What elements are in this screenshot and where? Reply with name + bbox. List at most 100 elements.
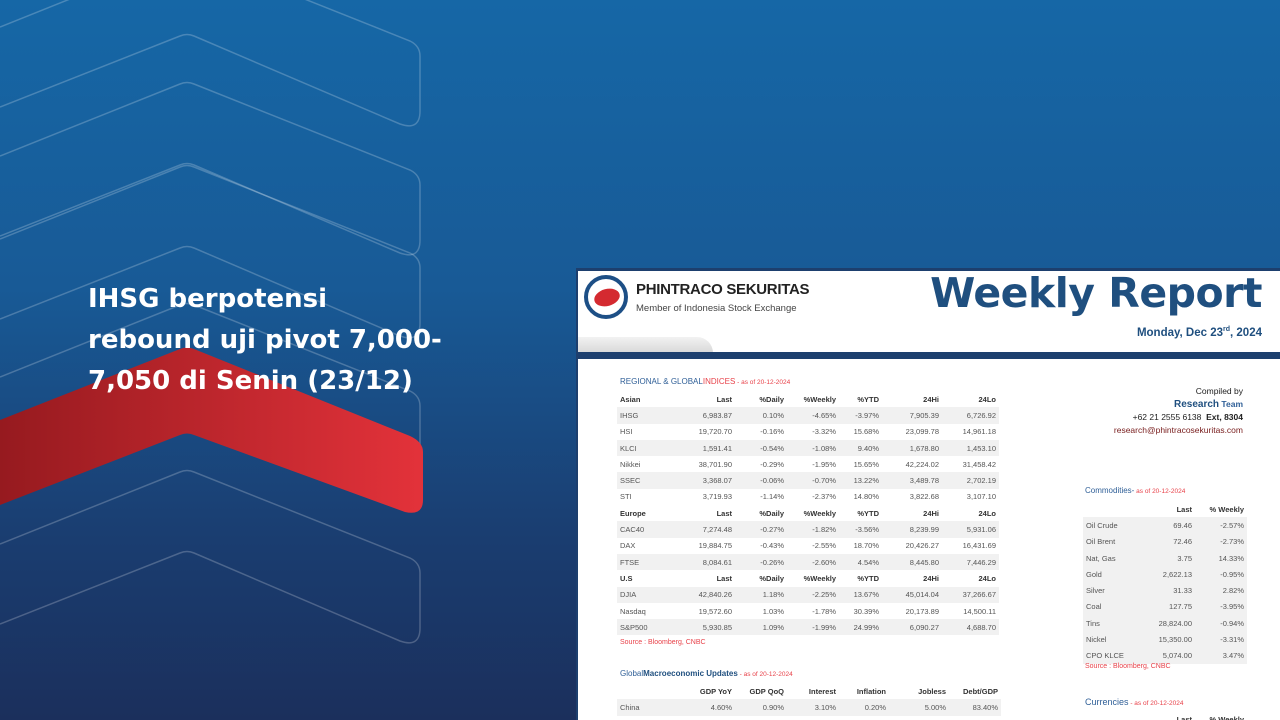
commodities-table: Last% Weekly Oil Crude 69.46 -2.57% Oil Bren… <box>1083 501 1247 664</box>
table-header-row: Asian Last %Daily %Weekly %YTD 24Hi 24Lo <box>617 391 999 407</box>
table-cell: %Daily <box>759 394 784 404</box>
row-label: Gold <box>1083 566 1145 583</box>
table-cell: 3,489.78 <box>882 472 942 489</box>
table-cell: 83.40% <box>949 699 1001 716</box>
table-cell: -4.65% <box>787 407 839 424</box>
table-cell: 31,458.42 <box>962 459 996 469</box>
macro-table: GDP YoY GDP QoQ Interest Inflation Jobless De… <box>617 683 1001 720</box>
row-label: IHSG <box>617 407 677 424</box>
phintraco-logo <box>584 275 628 319</box>
table-row: Nasdaq 19,572.60 1.03% -1.78% 30.39% 20,173.8… <box>617 603 999 619</box>
header-tab <box>578 337 713 353</box>
commodities-source: Source : Bloomberg, CNBC <box>1085 663 1171 670</box>
table-cell: -1.08% <box>787 439 839 457</box>
table-cell: %YTD <box>857 573 879 583</box>
table-cell: 2,622.13 <box>1145 566 1195 583</box>
row-label: U.S <box>620 573 633 583</box>
indices-source: Source : Bloomberg, CNBC <box>620 639 706 646</box>
row-label: Tins <box>1083 615 1145 632</box>
table-row: CAC40 7,274.48 -0.27% -1.82% -3.56% 8,239.99 5… <box>617 521 999 538</box>
table-cell: 15,350.00 <box>1145 631 1195 648</box>
row-label: Nickel <box>1083 631 1145 648</box>
table-cell: 31.33 <box>1145 582 1195 599</box>
table-cell: -3.56% <box>839 521 882 538</box>
headline-line: rebound uji pivot 7,000- <box>88 325 442 355</box>
table-cell: 7,274.48 <box>677 521 735 538</box>
compiled-label: Compiled by <box>1195 386 1243 396</box>
table-header-row: U.S Last %Daily %Weekly %YTD 24Hi 24Lo <box>617 570 999 586</box>
table-cell: 24Lo <box>978 394 996 404</box>
email[interactable]: research@phintracosekuritas.com <box>1113 425 1243 435</box>
table-cell: Last <box>716 394 732 404</box>
table-cell: 24Hi <box>923 394 939 404</box>
table-cell: 14.80% <box>853 492 879 502</box>
table-cell: 24Lo <box>978 573 996 583</box>
table-cell: Debt/GDP <box>962 686 998 696</box>
row-label: CPO KLCE <box>1083 647 1145 664</box>
table-cell: -0.29% <box>760 459 784 469</box>
headline-line: 7,050 di Senin (23/12) <box>88 366 413 396</box>
table-cell: 0.90% <box>735 699 787 716</box>
row-label: Asian <box>620 394 641 404</box>
table-cell: Jobless <box>918 686 946 696</box>
table-cell: -2.73% <box>1195 533 1247 550</box>
row-label: Nat, Gas <box>1083 549 1145 567</box>
table-cell: %Weekly <box>803 573 836 583</box>
table-cell: GDP YoY <box>699 686 732 696</box>
table-cell: 1,453.10 <box>942 439 999 457</box>
table-cell: 5,074.00 <box>1145 647 1195 664</box>
table-cell: 1.03% <box>762 606 784 616</box>
table-cell: 16,431.69 <box>962 541 996 551</box>
table-cell: Inflation <box>856 686 886 696</box>
brand-tagline: Member of Indonesia Stock Exchange <box>636 303 797 314</box>
table-cell: 5.00% <box>889 699 949 716</box>
headline-line: IHSG berpotensi <box>88 284 328 314</box>
table-row: Nikkei 38,701.90 -0.29% -1.95% 15.65% 42,224.… <box>617 456 999 472</box>
table-cell: 3,107.10 <box>966 492 996 502</box>
table-cell: 28,824.00 <box>1145 615 1195 632</box>
table-cell: 7,446.29 <box>942 553 999 571</box>
chevron-outline <box>0 0 421 127</box>
table-cell: -0.54% <box>735 439 787 457</box>
table-cell: 1,678.80 <box>882 439 942 457</box>
indices-table: Asian Last %Daily %Weekly %YTD 24Hi 24Lo IHSG 6,… <box>617 391 999 636</box>
row-label: STI <box>620 492 632 502</box>
row-label: S&P500 <box>617 619 677 636</box>
table-cell: 14,500.11 <box>963 606 996 616</box>
table-cell: 255.20% <box>949 716 1001 720</box>
table-cell: 5,930.85 <box>677 619 735 636</box>
table-cell: 0.10% <box>735 407 787 424</box>
phone: +62 21 2555 6138 Ext, 8304 <box>1132 412 1243 422</box>
table-row: Nat, Gas 3.75 14.33% <box>1083 549 1247 567</box>
table-cell: 3,368.07 <box>677 472 735 489</box>
table-cell: -1.95% <box>812 459 836 469</box>
row-label: Nasdaq <box>620 606 646 616</box>
row-label: HSI <box>620 427 633 437</box>
table-cell: 42,224.02 <box>905 459 939 469</box>
table-cell: 0.25% <box>787 716 839 720</box>
table-cell: 18.70% <box>853 541 879 551</box>
table-cell: 6,090.27 <box>882 619 942 636</box>
row-label: Oil Crude <box>1083 517 1145 534</box>
table-row: Oil Brent 72.46 -2.73% <box>1083 533 1247 550</box>
compiled-by: Compiled by Research Team +62 21 2555 61… <box>1114 385 1243 437</box>
row-label: FTSE <box>617 553 677 571</box>
table-cell: 19,720.70 <box>698 427 732 437</box>
table-cell: Last <box>1176 714 1192 720</box>
table-cell: GDP QoQ <box>749 686 784 696</box>
table-cell: 4,688.70 <box>942 619 999 636</box>
table-cell: 1.09% <box>735 619 787 636</box>
table-cell: -3.95% <box>1195 598 1247 616</box>
table-header-row: Last % Weekly <box>1083 501 1247 517</box>
weekly-report-document: PHINTRACO SEKURITAS Member of Indonesia … <box>576 268 1280 720</box>
table-cell: -2.37% <box>812 492 836 502</box>
row-label: SSEC <box>617 472 677 489</box>
table-cell: 3,822.68 <box>909 492 939 502</box>
table-cell: 24.99% <box>839 619 882 636</box>
table-cell: 23,099.78 <box>905 427 939 437</box>
row-label: Oil Brent <box>1083 533 1145 550</box>
table-cell: 24Hi <box>923 573 939 583</box>
currencies-title: Currencies - as of 20-12-2024 <box>1085 697 1184 707</box>
table-cell: 2.82% <box>1195 582 1247 599</box>
